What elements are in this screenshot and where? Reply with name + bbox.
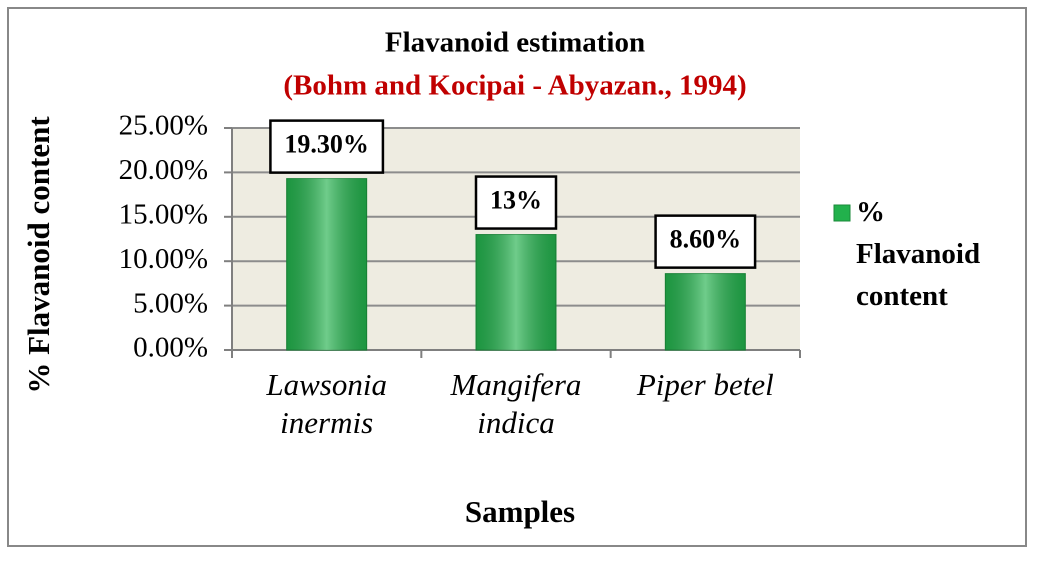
y-tick-label: 15.00% bbox=[119, 198, 208, 230]
x-tick-label-box: Mangifera indica bbox=[450, 367, 582, 440]
y-tick-label: 10.00% bbox=[119, 243, 208, 275]
value-label-group: 8.60% bbox=[654, 214, 757, 269]
x-tick-label: Piper betel bbox=[636, 367, 774, 402]
value-label: 19.30% bbox=[284, 130, 369, 159]
bar bbox=[475, 234, 557, 351]
x-tick-label-box: Lawsonia inermis bbox=[266, 367, 387, 440]
bar bbox=[286, 178, 368, 351]
value-label-group: 19.30% bbox=[269, 119, 385, 174]
value-label: 8.60% bbox=[670, 225, 742, 254]
value-label-box bbox=[654, 214, 757, 269]
x-tick-label: Mangifera indica bbox=[450, 367, 582, 440]
value-label-box bbox=[269, 119, 385, 174]
y-tick-label: 20.00% bbox=[119, 154, 208, 186]
y-axis-label: % Flavanoid content bbox=[21, 116, 56, 394]
legend-text-box: % Flavanoid content bbox=[856, 196, 981, 312]
legend-label: % Flavanoid content bbox=[856, 196, 981, 312]
y-tick-label: 0.00% bbox=[133, 332, 208, 364]
y-tick-label: 5.00% bbox=[133, 287, 208, 319]
y-tick-label: 25.00% bbox=[119, 110, 208, 142]
bar bbox=[664, 273, 746, 351]
x-axis-label: Samples bbox=[465, 494, 575, 529]
x-tick-label-box: Piper betel bbox=[636, 367, 774, 402]
x-tick-label: Lawsonia inermis bbox=[266, 367, 387, 440]
value-label-box bbox=[474, 175, 558, 230]
value-label-group: 13% bbox=[474, 175, 558, 230]
chart-title: Flavanoid estimation bbox=[385, 27, 645, 59]
legend-swatch bbox=[833, 204, 851, 222]
value-label: 13% bbox=[490, 186, 542, 215]
chart-subtitle: (Bohm and Kocipai - Abyazan., 1994) bbox=[283, 70, 746, 102]
